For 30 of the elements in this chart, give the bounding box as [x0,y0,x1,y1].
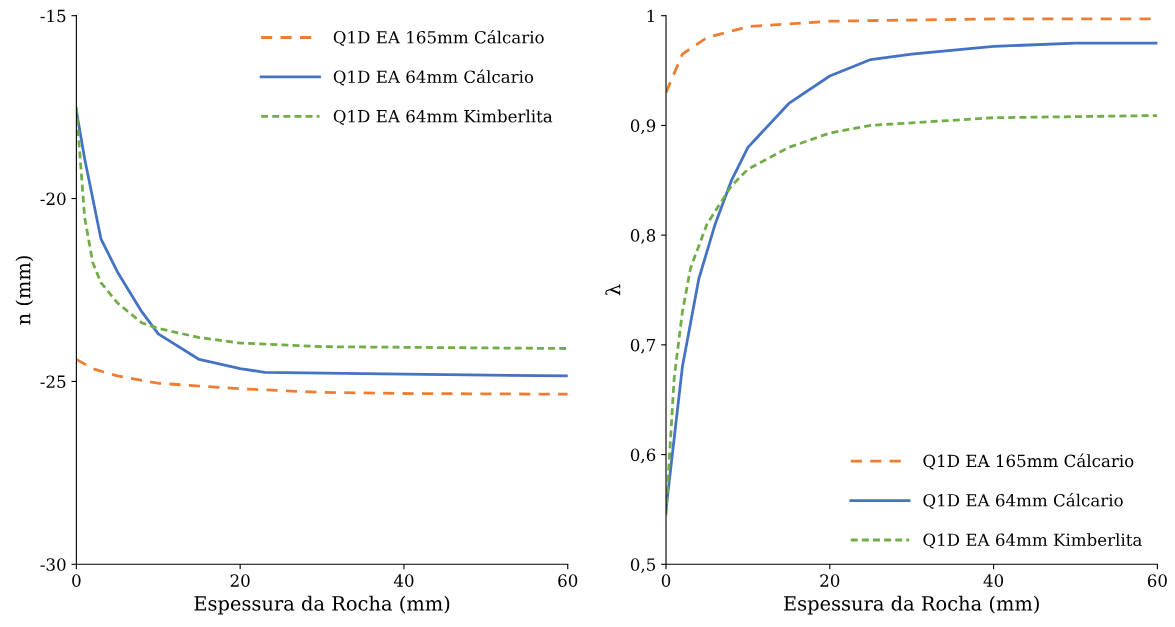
x-tick-label: 0 [72,574,81,587]
x-tick-label: 0 [661,574,671,587]
x-tick-label: 40 [393,574,414,587]
legend-label: Q1D EA 165mm Cálcario [333,30,544,47]
y-tick-label: -30 [40,558,66,571]
y-axis-title: n (mm) [15,256,34,325]
y-tick-label: 0,7 [630,338,656,354]
y-axis-title: λ [605,284,621,296]
y-tick-label: 0,6 [630,448,656,464]
x-tick-label: 20 [820,574,840,587]
line-series [76,358,568,396]
x-tick-label: 40 [983,574,1004,587]
x-tick-label: 60 [558,574,578,587]
y-tick-label: 1 [647,9,654,23]
legend-label: Q1D EA 64mm Kimberlita [923,533,1142,549]
legend-label: Q1D EA 165mm Cálcario [923,453,1134,470]
y-tick-label: 0,5 [630,558,655,573]
legend-label: Q1D EA 64mm Cálcario [333,69,534,86]
y-tick-label: -20 [40,192,66,206]
x-tick-label: 60 [1147,574,1167,587]
legend-label: Q1D EA 64mm Cálcario [923,493,1123,510]
legend-label: Q1D EA 64mm Kimberlita [333,109,553,125]
x-axis-title: Espessura da Rocha (mm) [784,595,1039,615]
y-tick-label: -15 [40,9,66,23]
y-tick-label: 0,9 [630,119,656,134]
y-tick-label: -25 [40,375,66,388]
x-axis-title: Espessura da Rocha (mm) [194,595,450,615]
line-series [666,41,1158,511]
y-tick-label: 0,8 [630,229,656,244]
x-tick-label: 20 [230,574,250,587]
